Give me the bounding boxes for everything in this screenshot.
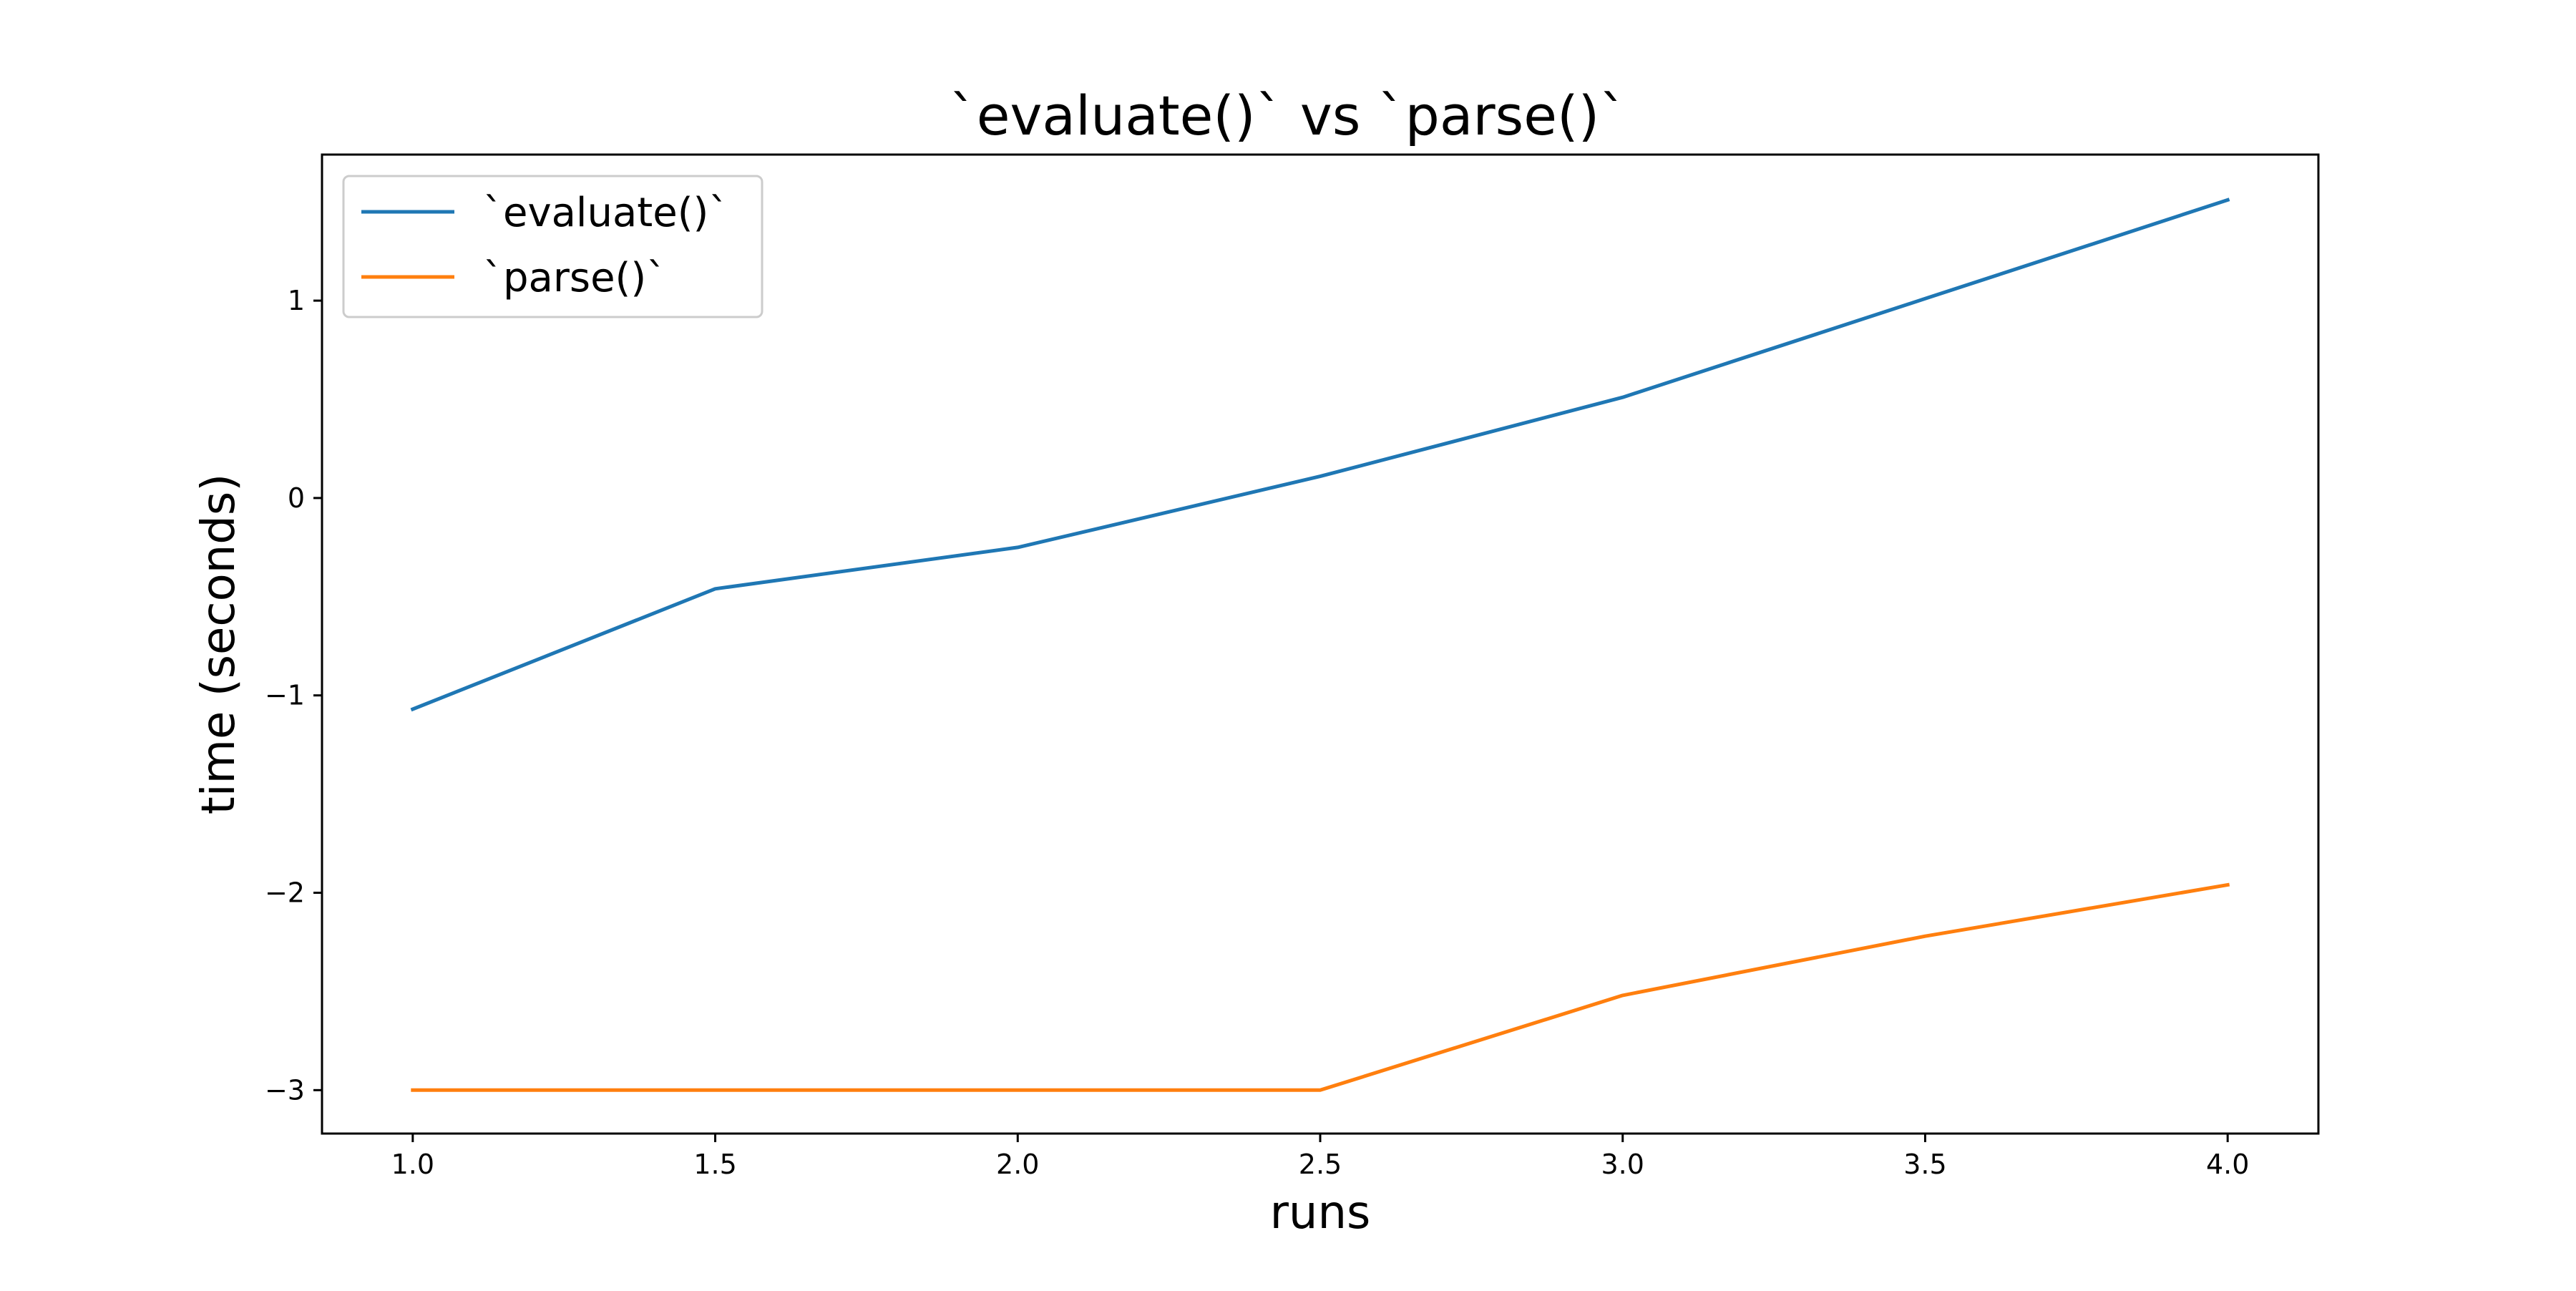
- legend-entries: `evaluate()` `parse()`: [361, 190, 728, 301]
- y-tick-label: −2: [265, 877, 305, 909]
- legend-label: `evaluate()`: [483, 190, 728, 236]
- legend: `evaluate()` `parse()`: [342, 175, 763, 318]
- x-tick-label: 1.0: [391, 1149, 434, 1180]
- y-tick-label: −3: [265, 1074, 305, 1106]
- x-tick-label: 3.0: [1601, 1149, 1644, 1180]
- x-tick-label: 3.5: [1903, 1149, 1946, 1180]
- y-tick-label: 0: [288, 482, 305, 514]
- series-layer: [410, 198, 2230, 1092]
- y-axis: −3 −2 −1 0 1: [265, 285, 322, 1106]
- x-axis-label: runs: [1270, 1187, 1371, 1239]
- series-line-parse: [411, 882, 2230, 1092]
- legend-label: `parse()`: [483, 255, 666, 301]
- x-tick-label: 1.5: [693, 1149, 736, 1180]
- y-axis-label: time (seconds): [192, 474, 245, 814]
- y-tick-label: 1: [288, 285, 305, 316]
- x-tick-label: 4.0: [2206, 1149, 2249, 1180]
- y-tick-label: −1: [265, 680, 305, 711]
- series-line-evaluate: [410, 198, 2230, 712]
- chart-title: `evaluate()` vs `parse()`: [950, 84, 1627, 147]
- x-tick-label: 2.0: [996, 1149, 1039, 1180]
- x-axis: 1.0 1.5 2.0 2.5 3.0 3.5 4.0: [391, 1134, 2249, 1180]
- x-tick-label: 2.5: [1299, 1149, 1342, 1180]
